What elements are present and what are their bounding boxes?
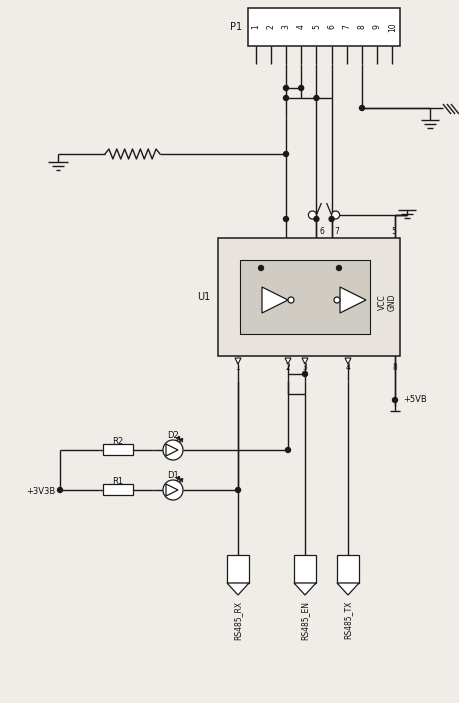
Polygon shape — [340, 287, 366, 313]
Circle shape — [284, 86, 289, 91]
Text: 7: 7 — [335, 228, 340, 236]
Text: 3: 3 — [281, 25, 291, 30]
Text: RS485_TX: RS485_TX — [343, 601, 353, 639]
Text: 2: 2 — [285, 363, 291, 373]
Text: RS485_EN: RS485_EN — [301, 600, 309, 640]
Text: +3V3B: +3V3B — [26, 487, 55, 496]
Text: 4: 4 — [346, 363, 350, 373]
Bar — [227, 555, 249, 583]
Polygon shape — [337, 583, 359, 595]
Circle shape — [299, 86, 304, 91]
Polygon shape — [227, 583, 249, 595]
Circle shape — [285, 448, 291, 453]
Text: 6: 6 — [327, 25, 336, 30]
Bar — [294, 555, 316, 583]
Text: 5: 5 — [312, 25, 321, 30]
Bar — [218, 238, 400, 356]
Circle shape — [392, 397, 397, 403]
Text: 2: 2 — [266, 25, 275, 30]
Text: D1: D1 — [167, 470, 179, 479]
Bar — [240, 260, 370, 334]
Text: P1: P1 — [230, 22, 242, 32]
Circle shape — [288, 297, 294, 303]
Text: 6: 6 — [319, 228, 324, 236]
Bar — [103, 484, 133, 495]
Text: R1: R1 — [112, 477, 123, 486]
Text: 8: 8 — [358, 25, 366, 30]
Circle shape — [336, 266, 341, 271]
Circle shape — [163, 480, 183, 500]
Circle shape — [302, 371, 308, 377]
Text: 5: 5 — [391, 228, 396, 236]
Circle shape — [235, 487, 241, 493]
Circle shape — [314, 96, 319, 101]
Circle shape — [284, 217, 289, 221]
Bar — [248, 8, 400, 46]
Text: 10: 10 — [388, 22, 397, 32]
Text: 1: 1 — [251, 25, 260, 30]
Circle shape — [314, 217, 319, 221]
Polygon shape — [166, 484, 178, 496]
Polygon shape — [345, 358, 351, 364]
Polygon shape — [294, 583, 316, 595]
Polygon shape — [262, 287, 288, 313]
Text: 3: 3 — [302, 363, 308, 373]
Circle shape — [359, 105, 364, 110]
Circle shape — [57, 487, 62, 493]
Text: 8: 8 — [392, 363, 397, 373]
Circle shape — [331, 211, 340, 219]
Text: R2: R2 — [112, 437, 123, 446]
Polygon shape — [166, 444, 178, 456]
Text: 1: 1 — [235, 363, 241, 373]
Text: U1: U1 — [197, 292, 211, 302]
Polygon shape — [285, 358, 291, 364]
Text: 9: 9 — [373, 25, 382, 30]
Circle shape — [284, 152, 289, 157]
Circle shape — [308, 211, 316, 219]
Bar — [337, 555, 359, 583]
Text: VCC: VCC — [377, 294, 386, 310]
Circle shape — [284, 96, 289, 101]
Text: RS485_RX: RS485_RX — [234, 600, 242, 640]
Polygon shape — [302, 358, 308, 364]
Circle shape — [258, 266, 263, 271]
Text: GND: GND — [387, 293, 397, 311]
Text: 4: 4 — [297, 25, 306, 30]
Text: D2: D2 — [167, 430, 179, 439]
Bar — [103, 444, 133, 455]
Polygon shape — [235, 358, 241, 364]
Circle shape — [329, 217, 334, 221]
Text: +5VB: +5VB — [403, 396, 427, 404]
Text: 7: 7 — [342, 25, 351, 30]
Circle shape — [163, 440, 183, 460]
Circle shape — [334, 297, 340, 303]
